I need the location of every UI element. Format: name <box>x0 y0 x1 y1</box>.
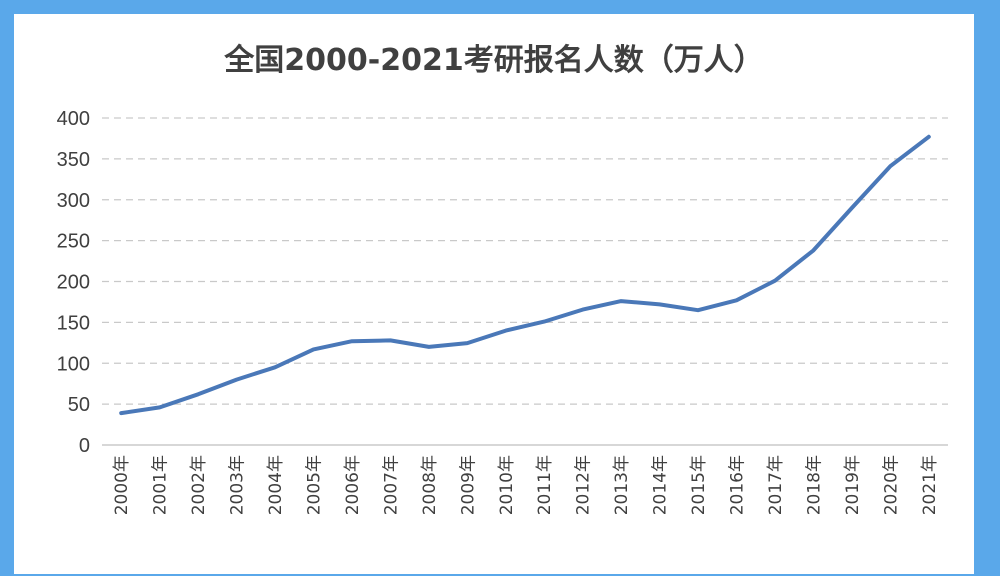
x-tick-label: 2015年 <box>689 455 709 515</box>
chart-frame: 全国2000-2021考研报名人数（万人） 0 50 100 150 200 250 300… <box>14 14 974 574</box>
y-tick-label: 50 <box>68 394 90 416</box>
x-tick-label: 2010年 <box>497 455 517 515</box>
y-tick-label: 350 <box>57 149 90 171</box>
x-tick-label: 2000年 <box>112 455 132 515</box>
x-tick-label: 2018年 <box>804 455 824 515</box>
y-tick-label: 0 <box>79 435 90 457</box>
chart-title: 全国2000-2021考研报名人数（万人） <box>223 43 763 78</box>
x-tick-label: 2017年 <box>766 455 786 515</box>
x-tick-label: 2007年 <box>381 455 401 515</box>
y-tick-label: 300 <box>57 190 90 212</box>
grid-lines <box>102 117 948 405</box>
x-tick-label: 2002年 <box>189 455 209 515</box>
y-axis-ticks: 0 50 100 150 200 250 300 350 400 <box>57 108 90 457</box>
x-tick-label: 2020年 <box>881 455 901 515</box>
x-tick-label: 2019年 <box>843 455 863 515</box>
x-tick-label: 2012年 <box>574 455 594 515</box>
x-tick-label: 2005年 <box>305 455 325 515</box>
x-tick-label: 2008年 <box>420 455 440 515</box>
x-tick-label: 2016年 <box>728 455 748 515</box>
line-chart: 全国2000-2021考研报名人数（万人） 0 50 100 150 200 250 300… <box>57 43 948 515</box>
x-tick-label: 2014年 <box>651 455 671 515</box>
x-axis-ticks: 2000年 2001年 2002年 2003年 2004年 2005年 2006年 2007年… <box>112 455 940 515</box>
x-tick-label: 2003年 <box>228 455 248 515</box>
x-tick-label: 2021年 <box>920 455 940 515</box>
y-tick-label: 100 <box>57 353 90 375</box>
y-tick-label: 200 <box>57 272 90 294</box>
y-tick-label: 250 <box>57 231 90 253</box>
x-tick-label: 2011年 <box>535 455 555 515</box>
y-tick-label: 400 <box>57 108 90 130</box>
series-line <box>119 134 931 416</box>
x-tick-label: 2009年 <box>458 455 478 515</box>
x-tick-label: 2006年 <box>343 455 363 515</box>
x-tick-label: 2013年 <box>612 455 632 515</box>
x-tick-label: 2001年 <box>151 455 171 515</box>
x-tick-label: 2004年 <box>266 455 286 515</box>
y-tick-label: 150 <box>57 312 90 334</box>
